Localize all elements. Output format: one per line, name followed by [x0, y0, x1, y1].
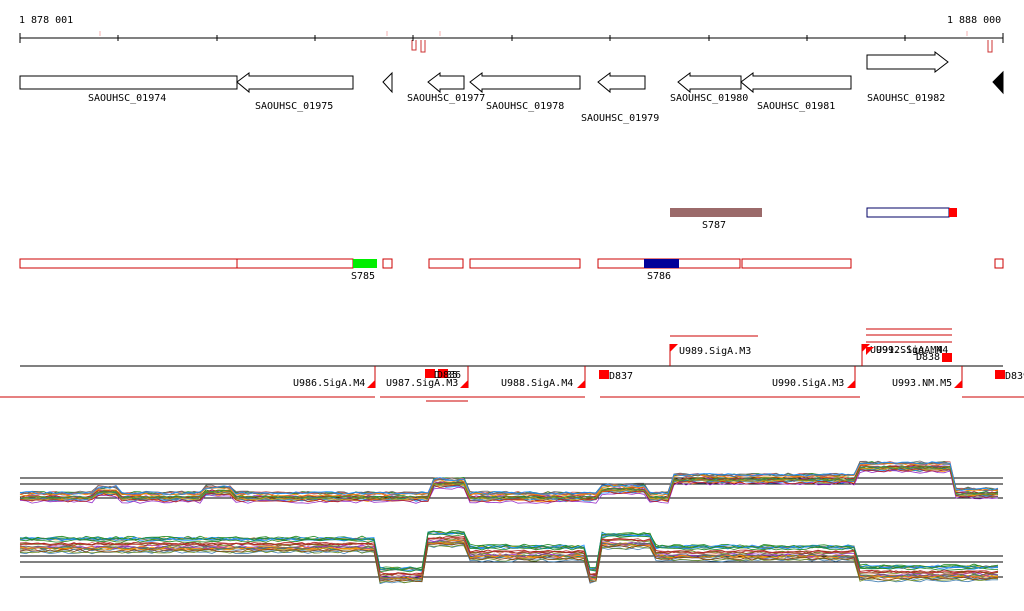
promoter-label: D836 — [437, 370, 461, 381]
gene-saouhsc-01975[interactable]: SAOUHSC_01975 — [236, 72, 354, 112]
expression-line — [19, 461, 999, 495]
gene-small-arrow[interactable] — [382, 71, 393, 94]
segment-box[interactable] — [741, 258, 852, 269]
segment-track-upper: S787 — [670, 207, 957, 231]
gene-saouhsc-01977[interactable]: SAOUHSC_01977 — [407, 72, 485, 104]
promoter-track: U986.SigA.M4 U987.SigA.M3 D835 D836 U988… — [0, 328, 1024, 402]
promoter-u993[interactable]: U993.NM.M5 — [892, 378, 962, 389]
segment-s786[interactable] — [644, 259, 679, 268]
expression-line — [19, 544, 999, 585]
gene-saouhsc-01981[interactable]: SAOUHSC_01981 — [740, 72, 852, 112]
expression-line — [19, 536, 999, 576]
promoter-u986[interactable]: U986.SigA.M4 — [293, 378, 375, 389]
expression-panel-bottom — [19, 530, 1003, 585]
promoter-d838[interactable]: D838 — [916, 352, 952, 363]
gene-saouhsc-01978[interactable]: SAOUHSC_01978 — [469, 72, 581, 112]
segment-s785[interactable] — [353, 259, 377, 268]
promoter-label: U992.SigA.M4 — [876, 345, 948, 356]
gene-label: SAOUHSC_01979 — [581, 113, 659, 124]
expression-line — [19, 465, 999, 500]
promoter-label: U988.SigA.M4 — [501, 378, 573, 389]
segment-label: S786 — [647, 271, 671, 282]
segment-box[interactable] — [428, 258, 464, 269]
gene-label: SAOUHSC_01978 — [486, 101, 564, 112]
ruler-end-label: 1 888 000 — [947, 15, 1001, 26]
promoter-u992[interactable]: U992.SigA.M4 — [866, 345, 948, 356]
segment-track-lower: S785 S786 — [19, 258, 1004, 282]
gene-saouhsc-01982[interactable]: SAOUHSC_01982 — [866, 50, 949, 104]
expression-line — [19, 461, 999, 495]
segment-label: S787 — [702, 220, 726, 231]
segment-label: S785 — [351, 271, 375, 282]
promoter-u988[interactable]: U988.SigA.M4 — [501, 378, 585, 389]
promoter-label: U986.SigA.M4 — [293, 378, 365, 389]
segment-box[interactable] — [994, 258, 1004, 269]
expression-line — [19, 544, 999, 584]
gene-saouhsc-01974[interactable]: SAOUHSC_01974 — [19, 75, 238, 104]
promoter-label: D837 — [609, 371, 633, 382]
gene-label: SAOUHSC_01982 — [867, 93, 945, 104]
segment-box[interactable] — [469, 258, 581, 269]
promoter-d839[interactable]: D839 — [995, 370, 1024, 382]
expression-line — [19, 468, 998, 503]
promoter-d837[interactable]: D837 — [599, 370, 633, 382]
expression-line — [19, 470, 999, 504]
segment-s787[interactable] — [670, 208, 762, 217]
expression-line — [19, 543, 999, 583]
segment-box[interactable] — [382, 258, 393, 269]
expression-line — [19, 541, 999, 581]
promoter-label: D839 — [1005, 371, 1024, 382]
promoter-label: U990.SigA.M3 — [772, 378, 844, 389]
expression-line — [19, 462, 999, 497]
promoter-label: U991.SigA.M4 — [870, 345, 942, 356]
expression-line — [19, 540, 999, 580]
gene-saouhsc-01980[interactable]: SAOUHSC_01980 — [670, 72, 748, 104]
promoter-label: U989.SigA.M3 — [679, 346, 751, 357]
expression-line — [20, 530, 999, 571]
gene-filled-arrow[interactable] — [992, 70, 1004, 95]
segment-box[interactable] — [236, 258, 354, 269]
gene-label: SAOUHSC_01977 — [407, 93, 485, 104]
gene-track: SAOUHSC_01974 SAOUHSC_01975 SAOUHSC_0197… — [19, 50, 1004, 124]
promoter-d836[interactable]: D836 — [437, 369, 461, 381]
promoter-label: D838 — [916, 352, 940, 363]
promoter-u987[interactable]: U987.SigA.M3 — [386, 378, 468, 389]
promoter-label: U987.SigA.M3 — [386, 378, 458, 389]
segment-box[interactable] — [19, 258, 238, 269]
segment-red-end[interactable] — [949, 208, 957, 217]
gene-label: SAOUHSC_01980 — [670, 93, 748, 104]
coordinate-ruler: 1 878 001 1 888 000 — [19, 15, 1004, 53]
promoter-label: U993.NM.M5 — [892, 378, 952, 389]
segment-outline[interactable] — [866, 207, 950, 218]
ruler-start-label: 1 878 001 — [19, 15, 73, 26]
expression-line — [19, 533, 999, 573]
promoter-u989[interactable]: U989.SigA.M3 — [670, 344, 751, 357]
gene-label: SAOUHSC_01975 — [255, 101, 333, 112]
promoter-u990[interactable]: U990.SigA.M3 — [772, 378, 855, 389]
gene-label: SAOUHSC_01974 — [88, 93, 166, 104]
expression-panel-top — [19, 460, 1003, 504]
gene-saouhsc-01979[interactable]: SAOUHSC_01979 — [581, 72, 659, 124]
gene-label: SAOUHSC_01981 — [757, 101, 835, 112]
